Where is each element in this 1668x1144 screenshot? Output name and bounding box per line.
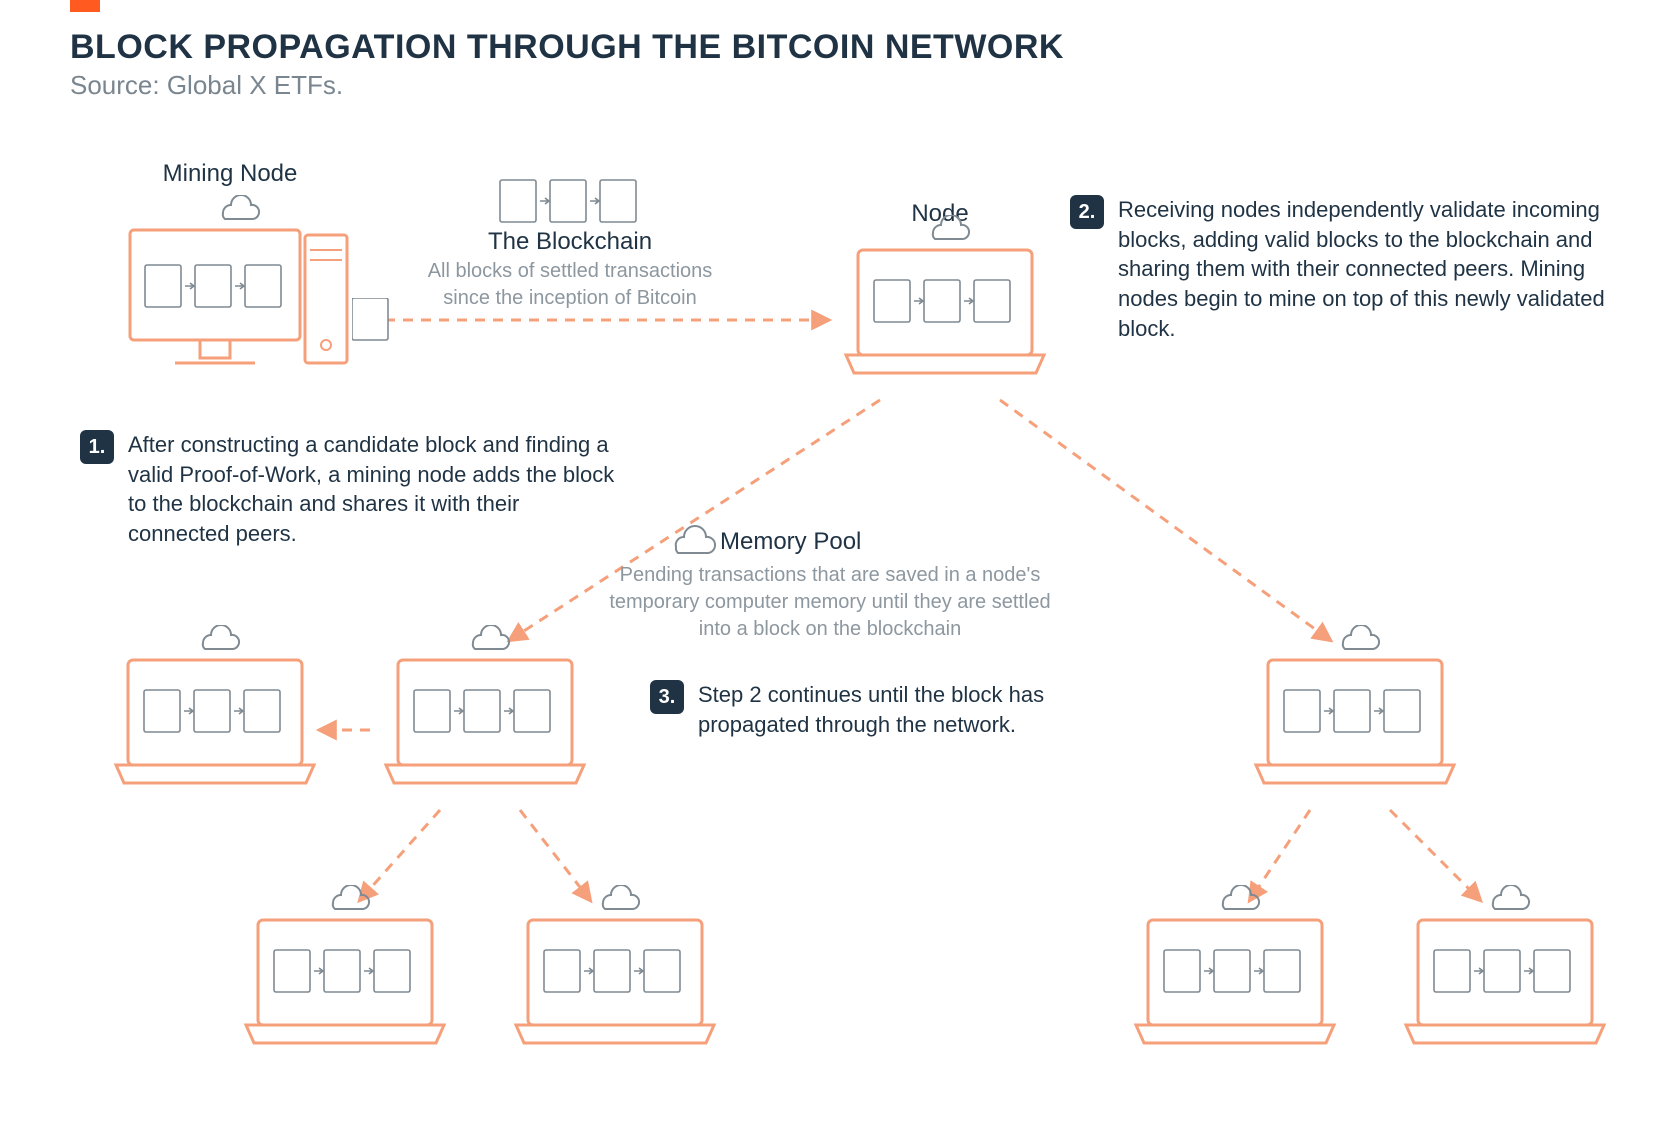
step-badge-1: 1. — [80, 430, 114, 464]
laptop-node-mid_right — [1250, 625, 1460, 795]
laptop-node-bot_2 — [510, 885, 720, 1055]
mining-node-icon — [120, 195, 360, 385]
diagram-canvas: Mining Node — [0, 0, 1668, 1144]
memory-pool-title: Memory Pool — [720, 528, 890, 556]
step-1: 1. After constructing a candidate block … — [80, 430, 620, 549]
step-text-2: Receiving nodes independently validate i… — [1118, 195, 1610, 343]
step-badge-2: 2. — [1070, 195, 1104, 229]
blockchain-caption: All blocks of settled transactions since… — [410, 258, 730, 312]
laptop-node-bot_4 — [1400, 885, 1610, 1055]
step-3: 3. Step 2 continues until the block has … — [650, 680, 1150, 739]
blockchain-chain-icon — [495, 178, 645, 226]
laptop-node-bot_3 — [1130, 885, 1340, 1055]
step-text-3: Step 2 continues until the block has pro… — [698, 680, 1150, 739]
memory-pool-caption: Pending transactions that are saved in a… — [600, 562, 1060, 643]
laptop-node-mid_left2 — [380, 625, 590, 795]
laptop-node-top_node — [840, 215, 1050, 385]
laptop-node-bot_1 — [240, 885, 450, 1055]
laptop-node-mid_left — [110, 625, 320, 795]
step-2: 2. Receiving nodes independently validat… — [1070, 195, 1610, 343]
step-text-1: After constructing a candidate block and… — [128, 430, 620, 549]
blockchain-title: The Blockchain — [430, 228, 710, 256]
step-badge-3: 3. — [650, 680, 684, 714]
memory-pool-cloud-icon — [668, 525, 718, 557]
mining-node-label: Mining Node — [120, 160, 340, 188]
single-block-icon — [352, 298, 392, 344]
